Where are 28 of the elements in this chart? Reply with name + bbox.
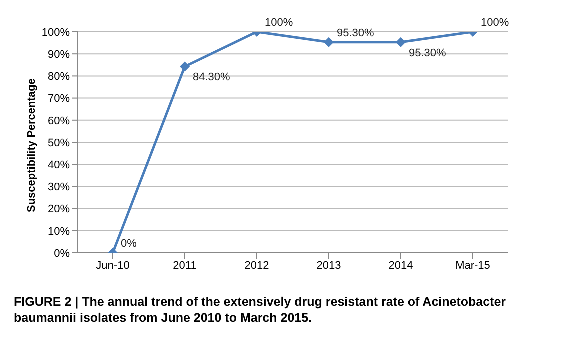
- point: [324, 37, 334, 48]
- data-label: 100%: [265, 17, 294, 29]
- x-tick-label: 2011: [173, 260, 197, 272]
- x-tick-label: 2013: [316, 260, 342, 272]
- y-axis-title: Susceptibility Percentage: [26, 78, 38, 212]
- y-tick-label: 100%: [42, 26, 70, 39]
- y-tick-label: 70%: [48, 93, 70, 106]
- point: [180, 62, 190, 72]
- y-tick-label: 60%: [48, 115, 70, 128]
- data-label: 95.30%: [409, 47, 447, 60]
- x-tick-label: 2012: [244, 260, 270, 272]
- y-tick-label: 80%: [48, 71, 70, 84]
- x-tick-label: 2014: [388, 260, 414, 272]
- x-tick-label: Mar-15: [456, 260, 490, 272]
- y-tick-label: 50%: [48, 137, 70, 150]
- y-tick-label: 20%: [48, 204, 70, 216]
- y-tick-label: 90%: [48, 49, 70, 62]
- x-tick-label: Jun-10: [96, 260, 130, 272]
- y-tick-label: 10%: [48, 226, 70, 238]
- data-label: 0%: [121, 238, 138, 250]
- y-tick-label: 40%: [48, 160, 70, 172]
- data-label: 100%: [481, 17, 510, 29]
- point: [396, 37, 406, 48]
- data-label: 84.30%: [193, 72, 231, 84]
- y-tick-label: 30%: [48, 182, 70, 194]
- data-label: 95.30%: [337, 27, 375, 40]
- y-tick-label: 0%: [54, 248, 70, 260]
- text: FIGURE 2 | The annual trend of the extensively drug resistant rate of Acinetobacter baumannii isolates from June 2010 to March 2015.: [14, 294, 508, 326]
